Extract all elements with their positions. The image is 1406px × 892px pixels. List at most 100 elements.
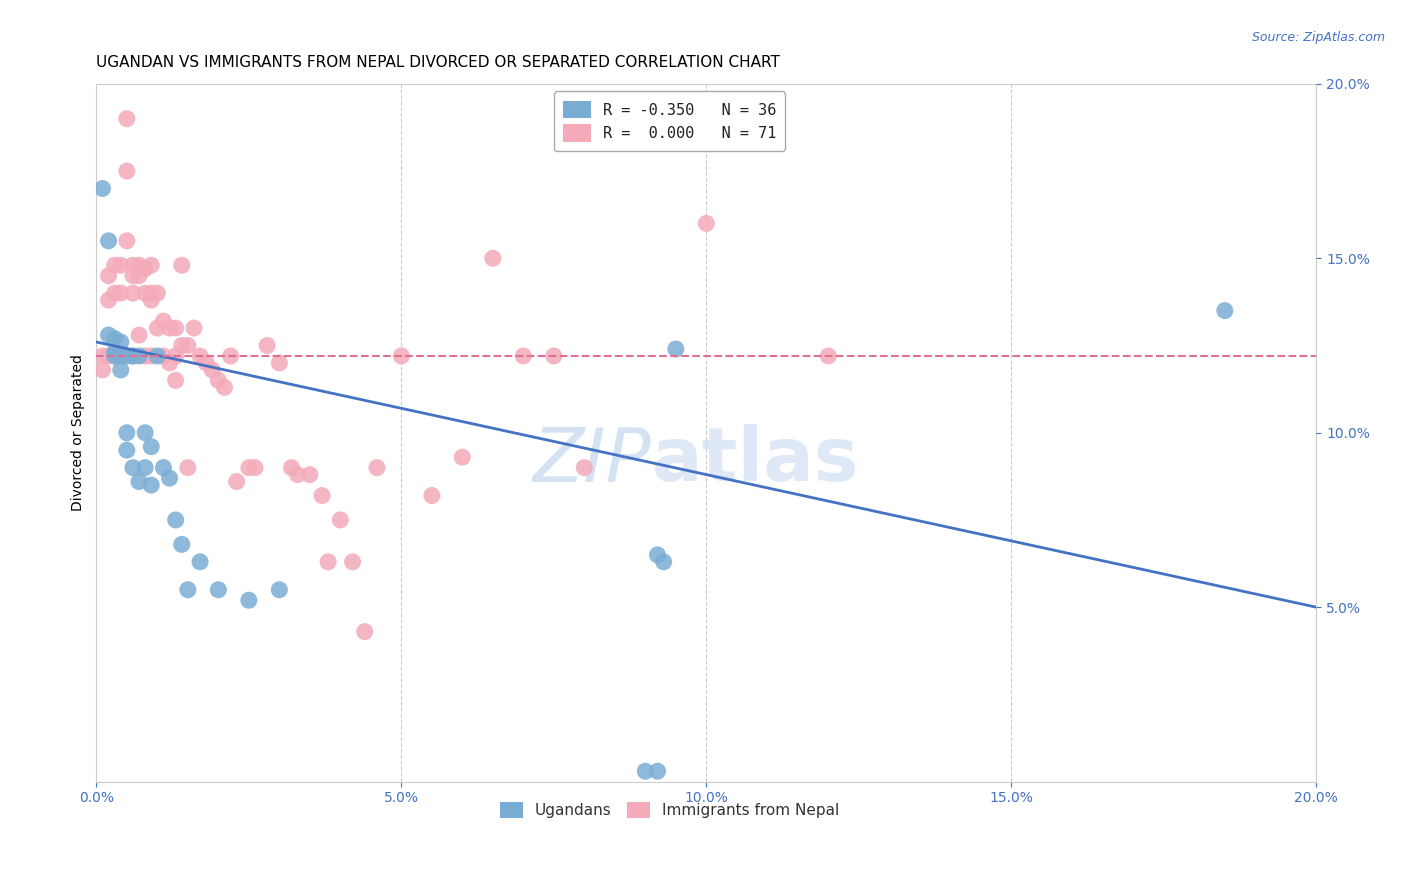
Point [389,349,412,363]
Point [141,293,163,307]
Point [188,349,211,363]
Point [110,334,132,349]
Point [366,460,388,475]
Point [177,460,200,475]
Point [482,252,505,266]
Point [201,363,224,377]
Point [177,582,200,597]
Point [115,164,138,178]
Point [256,338,278,352]
Point [134,425,156,440]
Point [165,321,187,335]
Text: atlas: atlas [651,425,859,497]
Point [141,440,163,454]
Point [122,286,145,301]
Point [141,349,163,363]
Point [104,332,127,346]
Point [342,555,364,569]
Point [165,373,187,387]
Point [695,216,717,230]
Point [280,460,302,475]
Point [115,112,138,126]
Point [183,321,205,335]
Point [188,555,211,569]
Point [122,258,145,272]
Point [238,593,260,607]
Point [104,345,127,359]
Point [141,258,163,272]
Point [134,349,156,363]
Point [91,363,114,377]
Point [110,258,132,272]
Point [152,460,174,475]
Point [122,349,145,363]
Point [152,314,174,328]
Point [97,293,120,307]
Point [165,349,187,363]
Point [104,258,127,272]
Point [238,460,260,475]
Point [159,321,181,335]
Point [110,349,132,363]
Point [104,349,127,363]
Text: UGANDAN VS IMMIGRANTS FROM NEPAL DIVORCED OR SEPARATED CORRELATION CHART: UGANDAN VS IMMIGRANTS FROM NEPAL DIVORCE… [97,55,780,70]
Point [298,467,321,482]
Point [146,321,169,335]
Point [652,555,675,569]
Point [97,234,120,248]
Point [647,764,669,779]
Point [128,258,150,272]
Point [170,537,193,551]
Point [115,349,138,363]
Y-axis label: Divorced or Separated: Divorced or Separated [72,354,86,511]
Point [1213,303,1236,318]
Point [269,356,291,370]
Point [159,356,181,370]
Point [451,450,474,465]
Point [159,471,181,485]
Point [134,286,156,301]
Point [134,261,156,276]
Point [329,513,352,527]
Point [104,349,127,363]
Point [543,349,565,363]
Point [128,475,150,489]
Point [110,363,132,377]
Point [91,181,114,195]
Text: Source: ZipAtlas.com: Source: ZipAtlas.com [1251,31,1385,45]
Point [91,349,114,363]
Legend: Ugandans, Immigrants from Nepal: Ugandans, Immigrants from Nepal [494,796,845,824]
Point [165,513,187,527]
Point [134,460,156,475]
Point [225,475,247,489]
Point [110,349,132,363]
Point [634,764,657,779]
Point [97,349,120,363]
Point [115,443,138,458]
Point [287,467,309,482]
Point [311,489,333,503]
Point [170,338,193,352]
Point [177,338,200,352]
Point [141,478,163,492]
Point [243,460,266,475]
Point [152,349,174,363]
Text: ZIP: ZIP [533,425,651,497]
Point [316,555,339,569]
Point [122,268,145,283]
Point [512,349,534,363]
Point [207,582,229,597]
Point [420,489,443,503]
Point [207,373,229,387]
Point [97,268,120,283]
Point [110,286,132,301]
Point [128,349,150,363]
Point [353,624,375,639]
Point [122,460,145,475]
Point [104,286,127,301]
Point [665,342,688,356]
Point [214,380,236,394]
Point [817,349,839,363]
Point [195,356,218,370]
Point [128,328,150,343]
